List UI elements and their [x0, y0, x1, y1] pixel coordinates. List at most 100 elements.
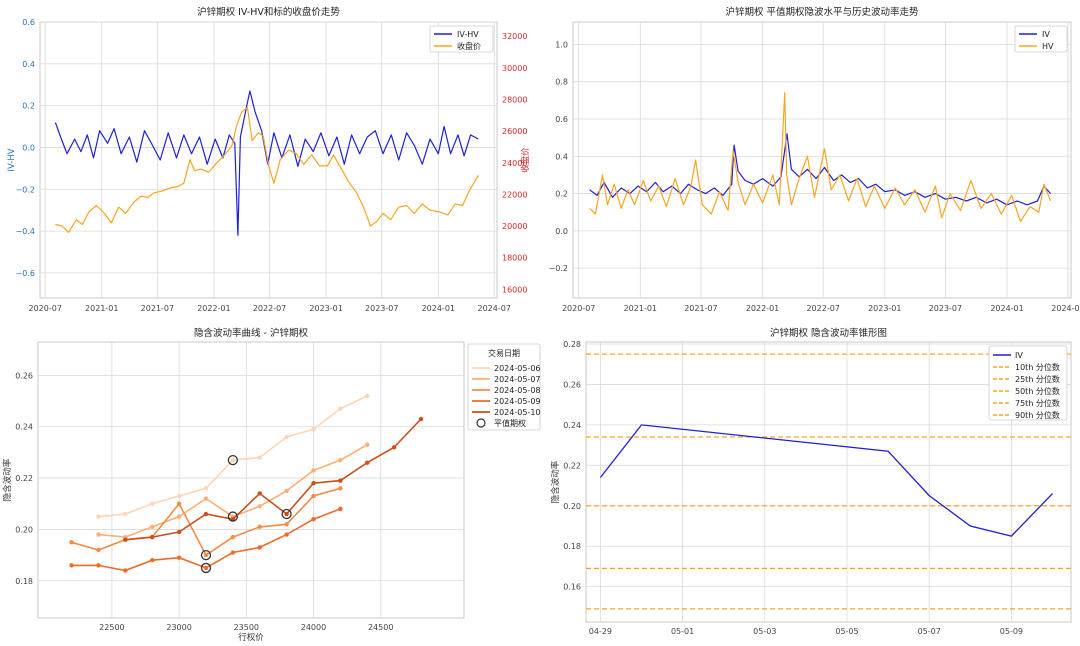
x-tick-label: 2024-07 [478, 304, 511, 313]
chart-4-iv-cone: 04-29 05-01 05-03 05-05 05-07 05-09 0.28 0.26 0.… [550, 327, 1072, 636]
x-tick-label: 22500 [99, 623, 124, 632]
chart-title: 隐含波动率曲线 - 沪锌期权 [194, 327, 308, 339]
y-tick-label: 0.4 [555, 152, 568, 161]
y2-tick-label: 20000 [502, 222, 527, 231]
y-tick-label: 0.8 [555, 78, 568, 87]
legend-label: 收盘价 [457, 41, 481, 51]
series-line-iv [589, 133, 1052, 206]
x-tick-label: 2023-01 [309, 304, 342, 313]
y-tick-label: −0.6 [16, 269, 35, 278]
series-point-2024-05-07 [150, 524, 155, 530]
atm-marker [227, 454, 239, 466]
y-tick-label: 0.0 [555, 227, 568, 236]
y-tick-label: 0.18 [15, 577, 33, 586]
y-axis-label: 隐含波动率 [550, 460, 561, 503]
chart-2-iv-hv-trend: 2020-07 2021-01 2021-07 2022-01 2022-07 2023-… [549, 6, 1080, 313]
legend: 交易日期 2024-05-06 2024-05-07 2024-05-08 2024-0… [467, 343, 541, 431]
plot-frame [37, 341, 465, 619]
series-point-2024-05-10 [150, 534, 155, 540]
y2-tick-label: 28000 [502, 96, 527, 105]
series-point-2024-05-07 [257, 504, 262, 509]
series-point-2024-05-06 [311, 427, 316, 432]
legend-label: 2024-05-07 [494, 375, 541, 384]
y-tick-label: 0.22 [15, 474, 33, 483]
y-tick-label: 0.18 [563, 542, 581, 551]
y-tick-label: −0.2 [549, 264, 568, 273]
x-axis-label: 行权价 [238, 632, 264, 643]
series-point-2024-05-06 [257, 455, 262, 460]
series-point-2024-05-10 [123, 537, 128, 542]
series-point-2024-05-09 [284, 532, 289, 537]
y-tick-label: −0.2 [16, 185, 35, 194]
series-point-2024-05-08 [176, 501, 182, 506]
legend-title: 交易日期 [488, 348, 520, 358]
legend: IV HV [1014, 25, 1068, 53]
x-tick-label: 05-01 [671, 627, 694, 636]
atm-marker [227, 511, 239, 522]
series-point-2024-05-09 [311, 516, 316, 522]
y2-tick-label: 22000 [502, 190, 527, 199]
x-tick-label: 04-29 [589, 627, 612, 636]
legend: IV-HV 收盘价 [429, 25, 494, 53]
x-tick-label: 05-03 [753, 627, 776, 636]
series-point-2024-05-09 [123, 568, 128, 573]
legend-label: 90th 分位数 [1015, 410, 1060, 420]
series-point-2024-05-09 [338, 506, 343, 512]
y-tick-label: 0.4 [22, 60, 35, 69]
x-tick-label: 2024-07 [1051, 304, 1080, 313]
chart-title: 沪锌期权 隐含波动率锥形图 [770, 327, 887, 339]
chart-1-iv-hv: 2020-07 2021-01 2021-07 2022-01 2022-07 2023-… [7, 6, 531, 313]
x-tick-label: 05-05 [835, 627, 858, 636]
y-tick-label: 1.0 [555, 40, 568, 49]
y-axis-label: 隐含波动率 [2, 458, 13, 501]
series-point-2024-05-06 [203, 486, 209, 491]
legend-box [1014, 25, 1068, 53]
y2-tick-label: 24000 [502, 159, 527, 168]
y-tick-label: 0.20 [15, 525, 33, 534]
y-tick-label: 0.20 [563, 502, 581, 511]
series-line-iv [599, 424, 1053, 537]
y2-tick-label: 18000 [502, 254, 527, 263]
x-tick-label: 2021-07 [141, 304, 174, 313]
legend-label: 50th 分位数 [1015, 386, 1060, 396]
series-point-2024-05-09 [203, 565, 209, 571]
x-tick-label: 05-09 [1000, 627, 1023, 636]
series-point-2024-05-09 [257, 545, 262, 550]
y2-tick-label: 32000 [502, 32, 527, 41]
series-point-2024-05-07 [96, 532, 101, 537]
series-point-2024-05-06 [284, 434, 289, 440]
series-point-2024-05-10 [284, 511, 289, 517]
x-tick-label: 2021-07 [684, 304, 717, 313]
y-tick-label: 0.0 [22, 143, 35, 152]
y2-tick-label: 26000 [502, 127, 527, 136]
series-point-2024-05-09 [176, 555, 182, 560]
legend-swatch [476, 418, 486, 428]
series-point-2024-05-06 [123, 511, 128, 517]
chart-title: 沪锌期权 IV-HV和标的收盘价走势 [197, 6, 340, 18]
series-line-2024-05-10 [125, 418, 422, 541]
y-axis-label: IV-HV [7, 148, 17, 171]
legend: IV 10th 分位数 25th 分位数 50th 分位数 75th 分位数 90th 分… [988, 345, 1068, 421]
series-point-2024-05-08 [69, 540, 74, 545]
y-tick-label: 0.6 [22, 18, 35, 27]
atm-marker [200, 549, 212, 561]
series-point-2024-05-06 [230, 457, 236, 463]
y-tick-label: 0.2 [555, 190, 568, 199]
series-point-2024-05-10 [338, 478, 343, 483]
series-point-2024-05-08 [284, 522, 289, 527]
y-tick-label: 0.24 [15, 423, 33, 432]
series-point-2024-05-09 [230, 550, 236, 555]
atm-marker [200, 562, 212, 574]
series-line-close-price [55, 106, 479, 233]
y2-tick-label: 30000 [502, 64, 527, 73]
legend-label: 25th 分位数 [1015, 374, 1060, 384]
series-line-hv [589, 92, 1052, 223]
x-tick-label: 05-07 [918, 627, 941, 636]
series-line-iv-hv [54, 90, 479, 236]
series-point-2024-05-06 [338, 406, 343, 411]
series-point-2024-05-10 [203, 511, 209, 517]
y-tick-label: 0.26 [15, 371, 33, 380]
legend-box [988, 345, 1068, 421]
x-tick-label: 2024-01 [422, 304, 455, 313]
